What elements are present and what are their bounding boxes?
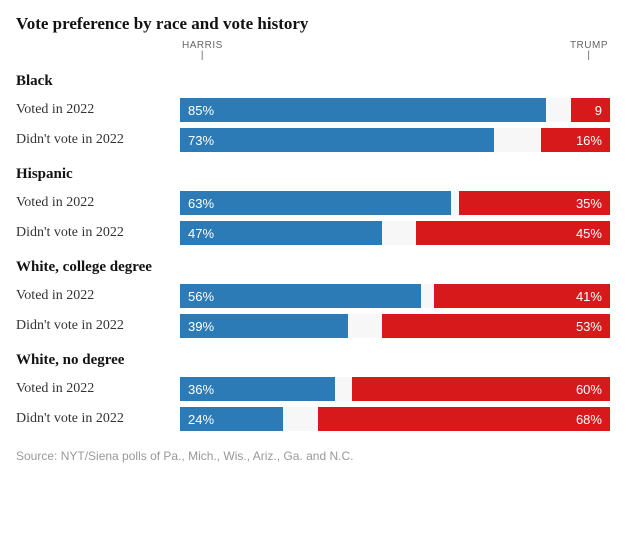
row-label: Didn't vote in 2022 [16,225,180,241]
bar-value-trump: 16% [576,133,602,148]
bar-value-harris: 36% [188,382,214,397]
source-note: Source: NYT/Siena polls of Pa., Mich., W… [16,449,610,463]
chart-group: White, college degree Voted in 2022 56% 41%… [16,259,610,338]
group-label: White, college degree [16,259,610,276]
bar-segment-harris: 47% [180,221,382,245]
bar-segment-trump: 68% [318,407,610,431]
row-label: Didn't vote in 2022 [16,318,180,334]
bar-segment-gap [348,314,382,338]
bar-segment-harris: 73% [180,128,494,152]
column-header-harris: HARRIS | [182,40,223,59]
bar-segment-harris: 63% [180,191,451,215]
row-label: Voted in 2022 [16,195,180,211]
bar-segment-trump: 9 [571,98,610,122]
bar-value-trump: 35% [576,196,602,211]
bar-value-trump: 60% [576,382,602,397]
bar-value-trump: 53% [576,319,602,334]
chart-group: White, no degree Voted in 2022 36% 60% Didn'… [16,352,610,431]
bar-value-trump: 68% [576,412,602,427]
bar-segment-gap [382,221,416,245]
chart-row: Voted in 2022 63% 35% [16,191,610,215]
bar-track: 73% 16% [180,128,610,152]
bar-value-harris: 56% [188,289,214,304]
bar-track: 36% 60% [180,377,610,401]
bar-segment-harris: 36% [180,377,335,401]
row-label: Voted in 2022 [16,102,180,118]
chart-title: Vote preference by race and vote history [16,14,610,34]
bar-value-trump: 45% [576,226,602,241]
column-header-trump: TRUMP | [570,40,608,59]
bar-value-harris: 85% [188,103,214,118]
bar-track: 85% 9 [180,98,610,122]
bar-segment-harris: 39% [180,314,348,338]
bar-segment-trump: 53% [382,314,610,338]
chart-row: Voted in 2022 36% 60% [16,377,610,401]
chart-row: Didn't vote in 2022 24% 68% [16,407,610,431]
group-label: White, no degree [16,352,610,369]
bar-segment-gap [283,407,317,431]
chart-row: Voted in 2022 85% 9 [16,98,610,122]
row-label: Didn't vote in 2022 [16,132,180,148]
bar-segment-trump: 16% [541,128,610,152]
bar-value-harris: 63% [188,196,214,211]
bar-value-harris: 24% [188,412,214,427]
bar-value-harris: 73% [188,133,214,148]
bar-segment-gap [335,377,352,401]
bar-track: 63% 35% [180,191,610,215]
row-label: Didn't vote in 2022 [16,411,180,427]
bar-value-harris: 47% [188,226,214,241]
bar-value-trump: 9 [595,103,602,118]
bar-segment-trump: 60% [352,377,610,401]
bar-segment-harris: 56% [180,284,421,308]
tick-mark-icon: | [182,53,223,59]
bar-segment-trump: 35% [459,191,610,215]
chart-group: Hispanic Voted in 2022 63% 35% Didn't vote i… [16,166,610,245]
bar-track: 47% 45% [180,221,610,245]
row-label: Voted in 2022 [16,381,180,397]
bar-segment-harris: 24% [180,407,283,431]
bar-segment-gap [546,98,572,122]
chart-row: Didn't vote in 2022 73% 16% [16,128,610,152]
tick-mark-icon: | [570,53,608,59]
chart-row: Didn't vote in 2022 47% 45% [16,221,610,245]
bar-track: 24% 68% [180,407,610,431]
column-header-row: HARRIS | TRUMP | [16,40,610,59]
chart-row: Didn't vote in 2022 39% 53% [16,314,610,338]
group-label: Black [16,73,610,90]
bar-segment-trump: 41% [434,284,610,308]
bar-segment-harris: 85% [180,98,546,122]
bar-track: 56% 41% [180,284,610,308]
chart-row: Voted in 2022 56% 41% [16,284,610,308]
bar-segment-trump: 45% [416,221,610,245]
bar-segment-gap [494,128,541,152]
bar-track: 39% 53% [180,314,610,338]
row-label: Voted in 2022 [16,288,180,304]
bar-segment-gap [451,191,460,215]
bar-value-trump: 41% [576,289,602,304]
bar-segment-gap [421,284,434,308]
bar-value-harris: 39% [188,319,214,334]
chart-group: Black Voted in 2022 85% 9 Didn't vote in 202… [16,73,610,152]
group-label: Hispanic [16,166,610,183]
